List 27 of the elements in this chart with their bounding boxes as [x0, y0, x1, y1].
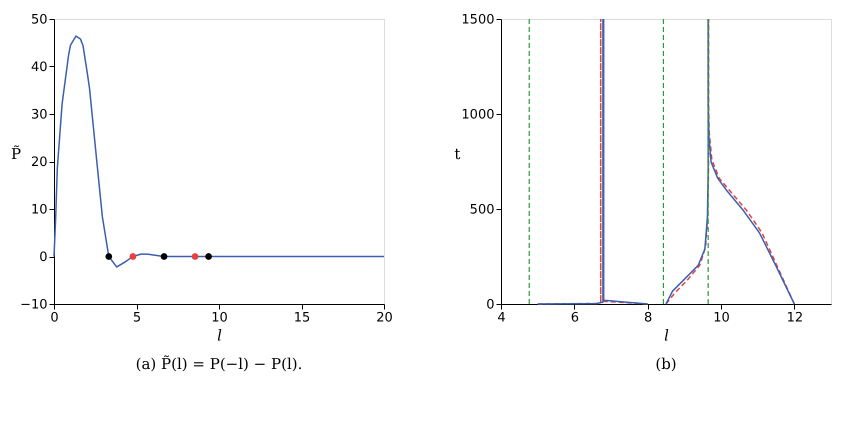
y-tick-label: 0 — [39, 250, 48, 265]
y-tick-label: 1500 — [461, 12, 494, 28]
x-tick-label: 8 — [644, 310, 652, 326]
text: (a) P̃(l) = P(−l) − P(l). — [136, 354, 302, 373]
x-tick-label: 12 — [786, 310, 804, 326]
y-axis-title: P̃ — [11, 144, 22, 163]
y-axis-title: t — [454, 145, 460, 163]
y-tick-label: 50 — [30, 12, 48, 28]
x-tick-label: 15 — [294, 310, 310, 326]
y-tick-label: 0 — [486, 298, 494, 312]
x-axis-title: l — [217, 326, 222, 344]
x-axis-title: l — [664, 326, 670, 344]
text: (b) — [655, 355, 677, 373]
y-tick-label: 30 — [30, 108, 48, 122]
x-tick-label: 0 — [50, 310, 59, 326]
x-tick-label: 10 — [211, 310, 228, 326]
x-tick-label: 10 — [713, 310, 730, 326]
y-tick-label: 1000 — [461, 108, 494, 122]
y-tick-label: 500 — [470, 202, 494, 218]
y-tick-label: 40 — [30, 60, 48, 75]
y-tick-label: −10 — [20, 298, 48, 312]
x-tick-label: 4 — [497, 310, 506, 326]
x-tick-label: 6 — [570, 310, 579, 326]
x-tick-label: 20 — [376, 310, 393, 326]
y-tick-label: 10 — [30, 202, 48, 218]
y-tick-label: 20 — [30, 155, 48, 170]
x-tick-label: 5 — [132, 310, 142, 326]
